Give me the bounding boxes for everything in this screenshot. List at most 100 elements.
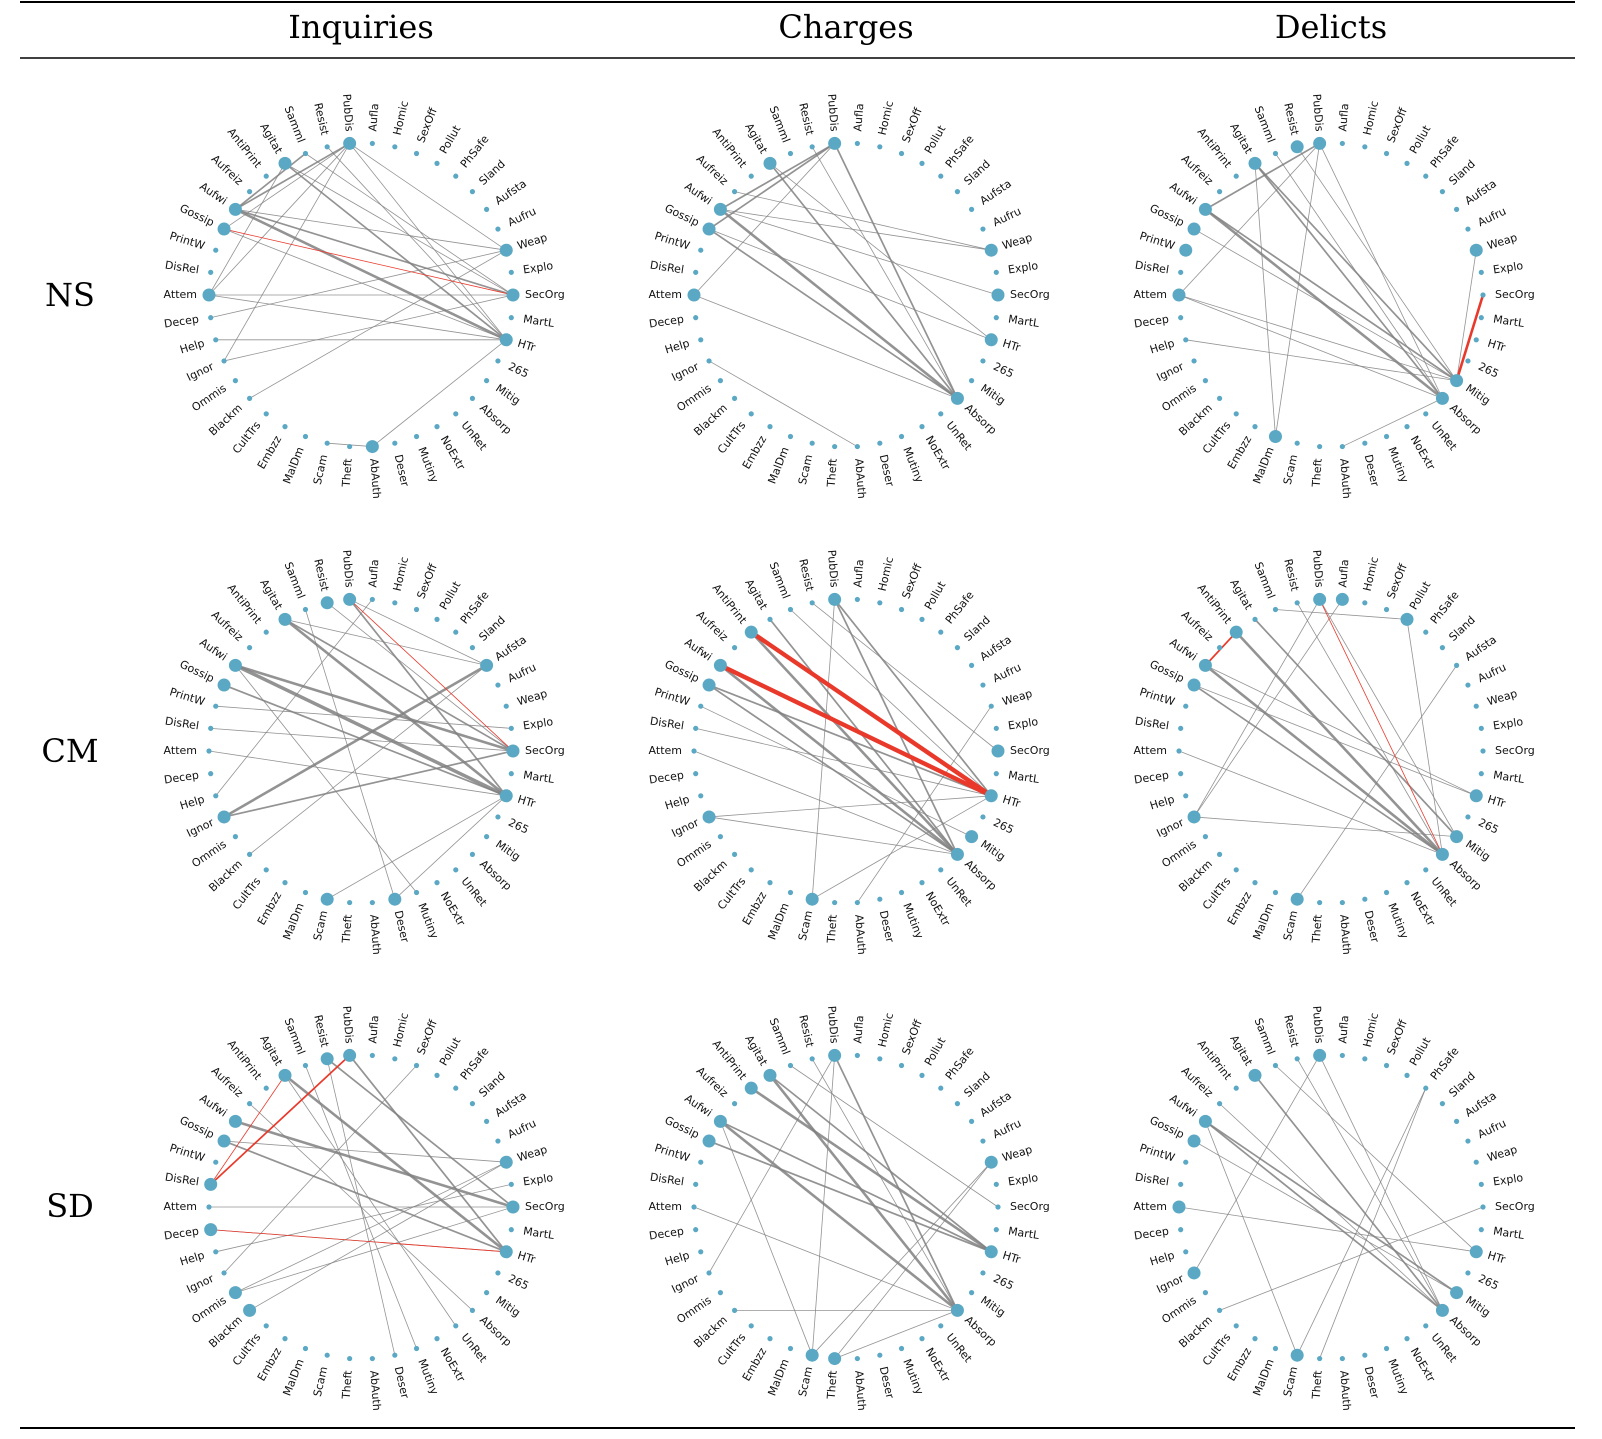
node-label-mutiny: Mutiny — [415, 901, 441, 941]
node-mitig — [965, 830, 979, 844]
edge-aufwi-weap — [235, 208, 507, 251]
node-weap — [984, 1155, 998, 1169]
node-label-abauth: AbAuth — [367, 458, 383, 499]
node-label-scam: Scam — [311, 1365, 330, 1398]
node-label-aufru: Aufru — [991, 205, 1024, 230]
node-label-weap: Weap — [516, 231, 549, 252]
node-unret — [1423, 1323, 1429, 1329]
panel-cm-inquiries: Aufla Homic SexOffPollutPhSafeSlandAufstaA… — [163, 549, 565, 955]
node-label-absorp: Absorp — [477, 401, 514, 437]
node-label-gossip: Gossip — [178, 202, 217, 230]
node-label-noextr: NoExtr — [923, 434, 953, 473]
node-samml — [302, 150, 309, 157]
node-disrel — [693, 725, 699, 731]
node-deser — [877, 896, 883, 902]
node-label-mutiny: Mutiny — [415, 1357, 441, 1397]
node-attem — [1172, 288, 1186, 302]
node-label-disrel: DisRel — [1134, 715, 1170, 733]
node-embzz — [1252, 880, 1258, 886]
node-aufwi — [1198, 202, 1212, 216]
node-explo — [1478, 1181, 1484, 1187]
node-label-embzz: Embzz — [1225, 889, 1254, 927]
row-label-cm: CM — [41, 732, 98, 770]
node-samml — [1272, 1062, 1279, 1069]
node-samml — [302, 606, 309, 613]
node-label-resist: Resist — [796, 102, 816, 137]
node-label-gossip: Gossip — [663, 658, 702, 686]
node-label-secorg: SecOrg — [525, 744, 565, 757]
edge-aufreiz-weap — [734, 191, 992, 251]
column-header-delicts: Delicts — [1275, 8, 1387, 46]
node-label-aufreiz: Aufreiz — [1179, 608, 1216, 644]
edge-samml-htr — [1275, 1065, 1477, 1253]
edge-pubdis-weap — [349, 143, 507, 251]
node-decep — [204, 1223, 218, 1237]
node-label-aufreiz: Aufreiz — [209, 608, 246, 644]
node-resist — [324, 144, 330, 150]
node-pubdis — [828, 1048, 842, 1062]
node-label-abauth: AbAuth — [852, 458, 868, 499]
node-theft — [347, 899, 353, 906]
node-agitat — [1248, 1068, 1262, 1082]
node-sexoff — [1383, 606, 1390, 613]
node-mutiny — [1383, 1345, 1390, 1352]
node-antiprint — [263, 1085, 269, 1091]
node-label-unret: UnRet — [944, 875, 975, 910]
node-label-martl: MartL — [522, 313, 556, 331]
node-weap — [1469, 243, 1483, 257]
node-label-aufla: Aufla — [366, 103, 381, 132]
node-maldm — [1272, 1345, 1279, 1352]
node-homic — [1362, 144, 1368, 150]
node-ommis — [1202, 378, 1209, 384]
node-label-ignor: Ignor — [1155, 816, 1187, 840]
node-htr — [499, 789, 513, 803]
node-label-aufsta: Aufsta — [1463, 633, 1499, 664]
node-martl — [993, 1227, 999, 1233]
node-label-aufwi: Aufwi — [682, 1092, 714, 1120]
node-label-aufreiz: Aufreiz — [694, 152, 731, 188]
node-weap — [503, 703, 509, 709]
node-help — [213, 337, 219, 343]
node-maldm — [302, 889, 309, 896]
node-label-martl: MartL — [1492, 1225, 1526, 1243]
node-aufreiz — [246, 1101, 253, 1107]
node-label-weap: Weap — [516, 1143, 549, 1164]
node-agitat — [1252, 616, 1258, 622]
node-label-attem: Attem — [649, 288, 682, 301]
node-htr — [1469, 1245, 1483, 1259]
node-embzz — [767, 1336, 773, 1342]
edge-agitat-htr — [769, 163, 992, 341]
node-aufsta — [1453, 206, 1460, 212]
node-secorg — [506, 744, 520, 758]
node-maldm — [302, 1345, 309, 1352]
edge-pubdis-absorp — [833, 599, 959, 855]
node-label-weap: Weap — [1001, 231, 1034, 252]
node-label-sexoff: SexOff — [1384, 1018, 1410, 1057]
node-label-aufreiz: Aufreiz — [209, 1064, 246, 1100]
node-aufru — [980, 682, 986, 688]
node-ommis — [232, 834, 239, 840]
node-antiprint — [263, 629, 269, 635]
node-noextr — [919, 880, 925, 886]
highlight-edge-pubdis-absorp — [1319, 599, 1443, 855]
edge-pubdis-absorp — [833, 143, 959, 399]
node-pubdis — [343, 1048, 357, 1062]
node-aufwi — [713, 1114, 727, 1128]
node-decep — [693, 1227, 699, 1233]
node-sland — [1439, 1101, 1446, 1107]
node-label-help: Help — [1148, 793, 1176, 813]
node-label-samml: Samml — [767, 1016, 793, 1056]
node-resist — [809, 600, 815, 606]
node-label-absorp: Absorp — [962, 1313, 999, 1349]
edge-blackm-secorg — [1219, 1206, 1484, 1311]
node-label-ommis: Ommis — [1159, 381, 1199, 414]
node-label-decep: Decep — [648, 313, 685, 331]
edge-aufwi-secorg — [235, 664, 514, 753]
node-label-theft: Theft — [340, 1369, 355, 1400]
edge-theft-weap — [834, 1161, 992, 1359]
node-label-aufla: Aufla — [366, 559, 381, 588]
node-abauth — [1339, 899, 1345, 906]
node-homic — [392, 144, 398, 150]
node-265 — [980, 814, 986, 820]
edge-attem-htr — [208, 750, 507, 797]
